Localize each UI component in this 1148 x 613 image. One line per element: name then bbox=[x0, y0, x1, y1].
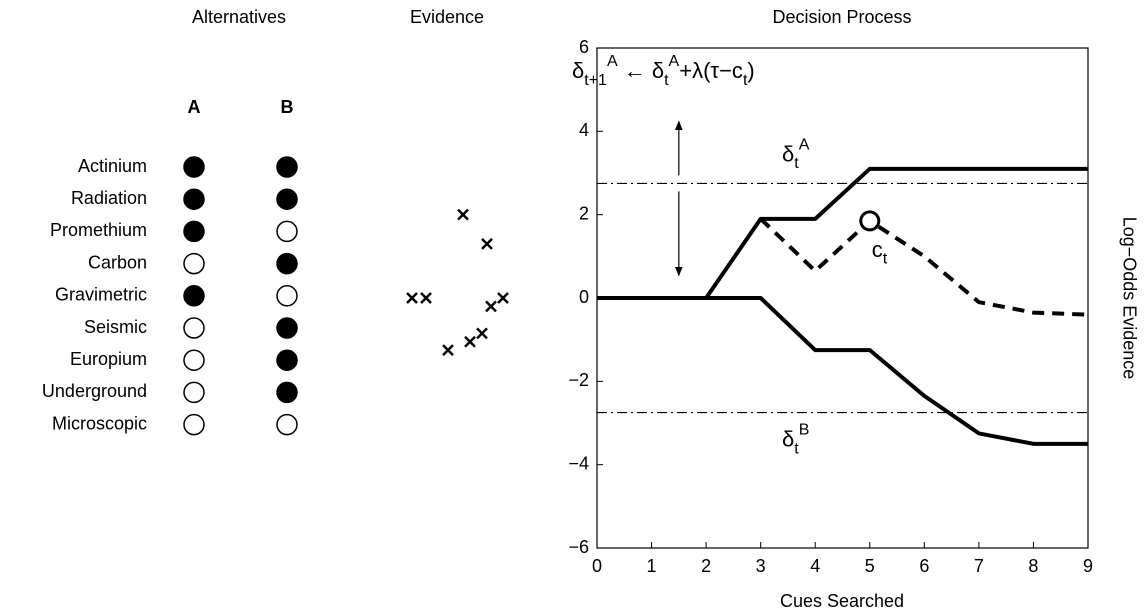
x-tick-label: 1 bbox=[647, 556, 657, 576]
series-line bbox=[597, 166, 1088, 300]
text-part: δ bbox=[572, 58, 584, 83]
cue-value bbox=[276, 285, 298, 307]
cue-name: Seismic bbox=[84, 317, 147, 337]
cue-value bbox=[183, 317, 205, 339]
x-tick-label: 0 bbox=[592, 556, 602, 576]
cue-value bbox=[276, 317, 298, 339]
text-part: t+1 bbox=[584, 72, 607, 89]
marker bbox=[859, 210, 881, 232]
cue-value bbox=[276, 156, 298, 178]
cue-value bbox=[183, 188, 205, 210]
update-rule: δt+1A ← δtA+λ(τ−ct) bbox=[572, 53, 755, 89]
cue-value bbox=[183, 252, 205, 275]
text-part: A bbox=[669, 53, 680, 70]
x-tick-label: 3 bbox=[756, 556, 766, 576]
y-tick-label: −6 bbox=[568, 537, 589, 557]
cue-name: Radiation bbox=[71, 188, 147, 208]
cue-name: Promethium bbox=[50, 220, 147, 240]
cue-name: Underground bbox=[42, 381, 147, 401]
text-part: +λ(τ−c bbox=[679, 58, 743, 83]
cue-value bbox=[183, 381, 205, 404]
text-part: t bbox=[743, 72, 748, 89]
cue-value bbox=[276, 188, 298, 210]
y-tick-label: 0 bbox=[579, 287, 589, 307]
panel-title: Decision Process bbox=[772, 7, 911, 27]
column-header: A bbox=[188, 97, 201, 117]
text-part: A bbox=[607, 53, 618, 70]
series-line bbox=[597, 296, 1088, 446]
x-tick-label: 7 bbox=[974, 556, 984, 576]
marker-label: ct bbox=[872, 237, 888, 268]
evidence-mark bbox=[420, 292, 432, 304]
y-tick-label: 2 bbox=[579, 203, 589, 223]
threshold-label: δtB bbox=[782, 422, 809, 458]
evidence-mark bbox=[442, 344, 454, 356]
cue-name: Europium bbox=[70, 349, 147, 369]
cue-name: Microscopic bbox=[52, 413, 147, 433]
evidence-mark bbox=[481, 237, 493, 250]
threshold-label: δtA bbox=[782, 137, 810, 173]
panel-title: Alternatives bbox=[192, 7, 286, 27]
evidence-mark bbox=[497, 292, 509, 304]
evidence-mark bbox=[457, 208, 469, 221]
y-tick-label: −4 bbox=[568, 453, 589, 473]
text-part: δ bbox=[782, 426, 794, 451]
cue-name: Gravimetric bbox=[55, 285, 147, 305]
cue-value bbox=[183, 349, 205, 371]
text-part: t bbox=[883, 251, 888, 268]
cue-value bbox=[276, 349, 298, 371]
y-tick-label: 4 bbox=[579, 120, 589, 140]
panel-title: Evidence bbox=[410, 7, 484, 27]
cue-value bbox=[183, 156, 205, 178]
x-tick-label: 4 bbox=[810, 556, 820, 576]
cue-value bbox=[276, 413, 298, 436]
cue-value bbox=[276, 220, 298, 243]
cue-value bbox=[276, 381, 298, 404]
evidence-mark bbox=[476, 327, 488, 340]
cue-value bbox=[183, 413, 205, 436]
evidence-mark bbox=[406, 292, 418, 304]
text-part: t bbox=[794, 441, 799, 458]
x-tick-label: 9 bbox=[1083, 556, 1093, 576]
y-axis-label: Log−Odds Evidence bbox=[1119, 217, 1139, 380]
series-line bbox=[759, 217, 1089, 317]
text-part: ← δ bbox=[618, 58, 664, 83]
cue-value bbox=[183, 285, 205, 307]
text-part: t bbox=[664, 72, 669, 89]
x-tick-label: 8 bbox=[1028, 556, 1038, 576]
text-part: ) bbox=[747, 58, 754, 83]
y-tick-label: −2 bbox=[568, 370, 589, 390]
evidence-mark bbox=[464, 335, 476, 348]
x-tick-label: 5 bbox=[865, 556, 875, 576]
x-tick-label: 2 bbox=[701, 556, 711, 576]
evidence-mark bbox=[485, 300, 497, 313]
x-axis-label: Cues Searched bbox=[780, 591, 904, 611]
text-part: B bbox=[799, 422, 810, 439]
cue-name: Carbon bbox=[88, 252, 147, 272]
text-part: δ bbox=[782, 141, 794, 166]
cue-value bbox=[276, 252, 298, 275]
text-part: t bbox=[794, 155, 799, 172]
column-header: B bbox=[281, 97, 294, 117]
text-part: A bbox=[799, 137, 810, 154]
cue-value bbox=[183, 220, 205, 243]
cue-name: Actinium bbox=[78, 156, 147, 176]
x-tick-label: 6 bbox=[919, 556, 929, 576]
y-tick-label: 6 bbox=[579, 37, 589, 57]
text-part: c bbox=[872, 237, 883, 262]
